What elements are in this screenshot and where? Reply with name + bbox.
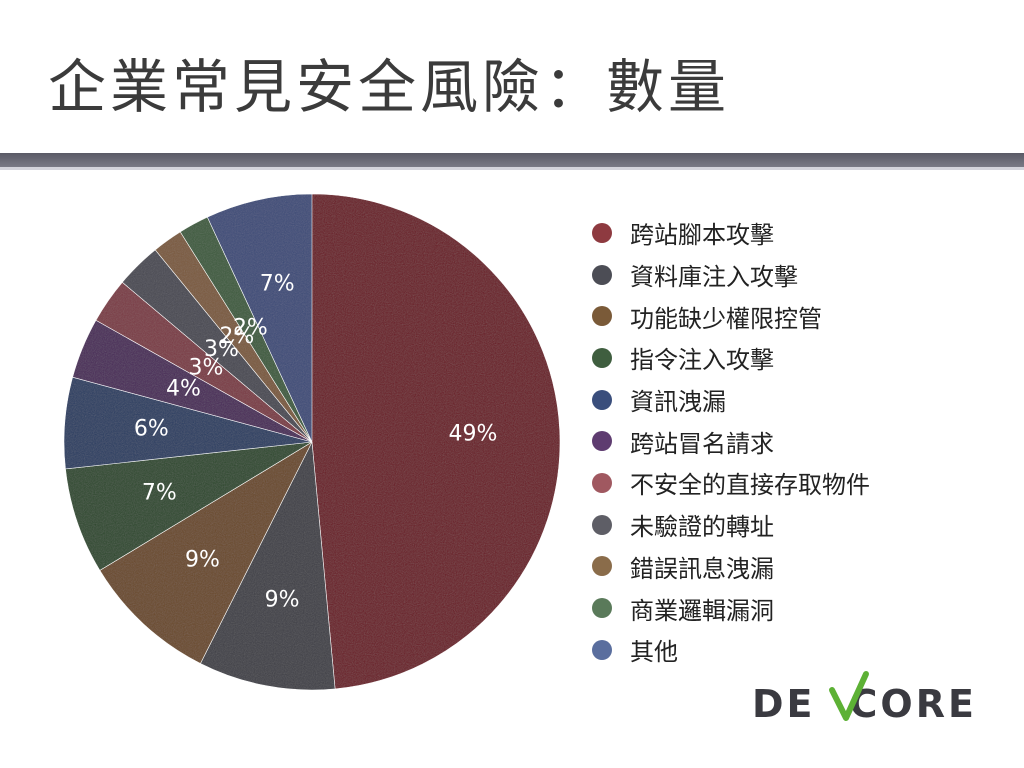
legend-label: 跨站腳本攻擊 (630, 221, 774, 250)
pie-data-label-10: 2% (233, 316, 268, 341)
pie-data-label-3: 9% (185, 547, 220, 572)
legend-item: 跨站冒名請求 (592, 420, 870, 462)
legend-swatch (592, 389, 612, 410)
legend-label: 資訊洩漏 (630, 388, 726, 417)
legend-item: 商業邏輯漏洞 (592, 587, 870, 629)
pie-chart: 49%9%9%7%6%4%3%3%2%2%7% (63, 193, 561, 691)
legend-item: 資訊洩漏 (592, 379, 870, 421)
legend-swatch (592, 306, 612, 327)
legend-swatch (592, 222, 612, 243)
legend-label: 其他 (630, 638, 678, 667)
legend-item: 功能缺少權限控管 (592, 295, 870, 337)
legend-label: 錯誤訊息洩漏 (630, 554, 774, 583)
legend-swatch (592, 639, 612, 660)
legend-swatch (592, 431, 612, 452)
pie-slice-1 (311, 193, 561, 690)
legend-item: 跨站腳本攻擊 (592, 212, 870, 254)
pie-slices (63, 193, 561, 691)
pie-slice-2 (200, 440, 336, 691)
logo-wordmark: DE CORE (752, 682, 977, 726)
legend-item: 錯誤訊息洩漏 (592, 546, 870, 588)
legend-swatch (592, 598, 612, 619)
chart-legend: 跨站腳本攻擊 資料庫注入攻擊 功能缺少權限控管 指令注入攻擊 資訊洩漏跨站冒名請求不安全… (592, 212, 870, 671)
pie-data-labels: 49%9%9%7%6%4%3%3%2%2%7% (134, 272, 498, 613)
legend-item: 未驗證的轉址 (592, 504, 870, 546)
pie-data-label-7: 3% (189, 356, 224, 381)
pie-data-label-2: 9% (265, 587, 300, 612)
pie-slice-11 (206, 193, 313, 443)
logo-check-mark-icon (829, 671, 869, 721)
pie-data-label-5: 6% (134, 417, 169, 442)
legend-label: 跨站冒名請求 (630, 429, 774, 458)
legend-label: 商業邏輯漏洞 (630, 596, 774, 625)
pie-data-label-9: 2% (219, 324, 254, 349)
pie-data-label-6: 4% (166, 376, 201, 401)
legend-item: 不安全的直接存取物件 (592, 462, 870, 504)
legend-label: 未驗證的轉址 (630, 513, 774, 542)
legend-item: 其他 (592, 629, 870, 671)
legend-label: 資料庫注入攻擊 (630, 263, 798, 292)
legend-swatch (592, 556, 612, 577)
pie-slice-3 (99, 441, 313, 664)
pie-data-label-1: 49% (449, 422, 498, 447)
legend-label: 功能缺少權限控管 (630, 304, 822, 333)
legend-label: 不安全的直接存取物件 (630, 471, 870, 500)
legend-swatch (592, 472, 612, 493)
pie-data-label-4: 7% (142, 481, 177, 506)
pie-data-label-8: 3% (204, 337, 239, 362)
title-divider-highlight (0, 167, 1024, 170)
legend-swatch (592, 264, 612, 285)
devcore-logo: DE CORE (752, 668, 974, 728)
pie-data-label-11: 7% (260, 272, 295, 297)
pie-slice-4 (65, 441, 313, 571)
title-divider (0, 153, 1024, 167)
legend-swatch (592, 347, 612, 368)
legend-item: 資料庫注入攻擊 (592, 254, 870, 296)
legend-swatch (592, 514, 612, 535)
legend-item: 指令注入攻擊 (592, 337, 870, 379)
slide-title: 企業常見安全風險：數量 (48, 53, 731, 121)
legend-label: 指令注入攻擊 (630, 346, 774, 375)
